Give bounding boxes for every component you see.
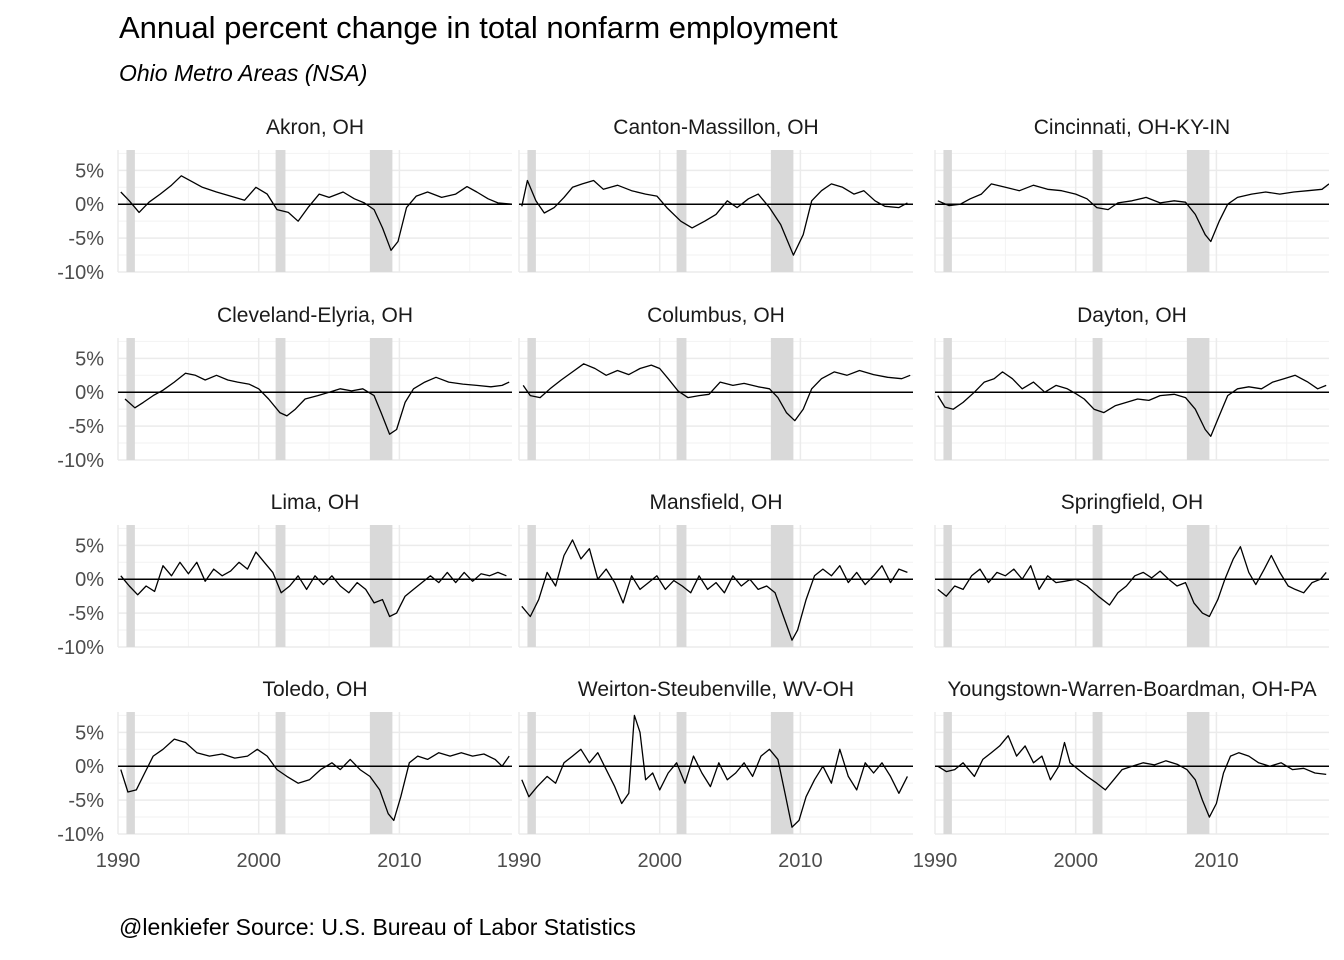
series-line: [937, 735, 1327, 818]
recession-band: [1092, 150, 1103, 272]
y-tick-label: 5%: [75, 535, 104, 557]
facet-panel: Springfield, OH: [934, 491, 1329, 648]
y-tick-label: -5%: [68, 603, 104, 625]
x-tick-label: 1990: [913, 850, 958, 872]
facet-strip-label: Mansfield, OH: [649, 491, 782, 514]
y-tick-label: -10%: [57, 824, 104, 846]
series-line: [522, 363, 911, 422]
facet-strip-label: Lima, OH: [271, 491, 360, 514]
y-tick-label: 5%: [75, 722, 104, 744]
series-line: [120, 551, 507, 618]
recession-band: [126, 712, 135, 834]
y-tick-label: -10%: [57, 262, 104, 284]
x-tick-label: 2000: [236, 850, 281, 872]
recession-band: [275, 712, 286, 834]
facet-panel: Youngstown-Warren-Boardman, OH-PA 1990 200…: [913, 678, 1329, 872]
facet-strip-label: Youngstown-Warren-Boardman, OH-PA: [947, 678, 1316, 701]
y-tick-label: -5%: [68, 228, 104, 250]
series-line: [124, 372, 510, 435]
recession-band: [126, 150, 135, 272]
x-tick-label: 2010: [778, 850, 823, 872]
facet-panel: Cincinnati, OH-KY-IN: [934, 116, 1329, 273]
series-line: [120, 738, 510, 822]
chart-caption: @lenkiefer Source: U.S. Bureau of Labor …: [119, 914, 636, 940]
recession-band: [1186, 150, 1210, 272]
recession-band: [770, 150, 794, 272]
y-tick-label: 5%: [75, 160, 104, 182]
facet-strip-label: Cleveland-Elyria, OH: [217, 304, 413, 327]
series-line: [521, 714, 908, 828]
recession-band: [275, 338, 286, 460]
y-tick-label: 0%: [75, 569, 104, 591]
series-line: [521, 539, 908, 641]
recession-band: [527, 525, 536, 647]
recession-band: [1186, 525, 1210, 647]
recession-band: [770, 338, 794, 460]
recession-band: [369, 712, 393, 834]
recession-band: [770, 525, 794, 647]
recession-band: [126, 338, 135, 460]
recession-band: [369, 525, 393, 647]
recession-band: [527, 150, 536, 272]
recession-band: [943, 150, 952, 272]
y-tick-label: 0%: [75, 382, 104, 404]
recession-band: [369, 150, 393, 272]
recession-band: [275, 525, 286, 647]
y-tick-label: 0%: [75, 194, 104, 216]
y-tick-label: -5%: [68, 790, 104, 812]
y-tick-label: -10%: [57, 637, 104, 659]
series-line: [521, 179, 908, 256]
x-tick-label: 1990: [497, 850, 542, 872]
facet-panel: Weirton-Steubenville, WV-OH 1990 2000 2010: [497, 678, 913, 872]
recession-band: [1092, 525, 1103, 647]
y-tick-label: 5%: [75, 348, 104, 370]
recession-band: [943, 525, 952, 647]
y-tick-label: 0%: [75, 756, 104, 778]
recession-band: [1186, 338, 1210, 460]
y-tick-label: -5%: [68, 416, 104, 438]
recession-band: [676, 338, 687, 460]
facet-strip-label: Springfield, OH: [1061, 491, 1203, 514]
facet-panel: Cleveland-Elyria, OH 5% 0% -5% -10%: [57, 304, 512, 472]
facet-panel: Toledo, OH 5% 0% -5% -10% 1990 2000 2010: [57, 678, 512, 872]
x-tick-label: 1990: [96, 850, 141, 872]
series-line: [937, 183, 1329, 243]
facet-strip-label: Canton-Massillon, OH: [613, 116, 818, 139]
facet-panel: Mansfield, OH: [518, 491, 913, 648]
y-tick-label: -10%: [57, 450, 104, 472]
recession-band: [943, 338, 952, 460]
facet-strip-label: Akron, OH: [266, 116, 364, 139]
x-tick-label: 2010: [377, 850, 422, 872]
chart-title: Annual percent change in total nonfarm e…: [119, 10, 838, 45]
recession-band: [527, 712, 536, 834]
facet-strip-label: Weirton-Steubenville, WV-OH: [578, 678, 854, 701]
facet-panel: Canton-Massillon, OH: [518, 116, 913, 273]
facet-strip-label: Toledo, OH: [262, 678, 367, 701]
series-line: [937, 371, 1327, 437]
recession-band: [1092, 712, 1103, 834]
chart-subtitle: Ohio Metro Areas (NSA): [119, 60, 368, 86]
recession-band: [126, 525, 135, 647]
facet-panel: Lima, OH 5% 0% -5% -10%: [57, 491, 512, 659]
facet-panel: Columbus, OH: [518, 304, 913, 461]
recession-band: [943, 712, 952, 834]
facet-panel: Dayton, OH: [934, 304, 1329, 461]
facet-panel: Akron, OH 5% 0% -5% -10%: [57, 116, 512, 284]
x-tick-label: 2000: [637, 850, 682, 872]
facet-strip-label: Cincinnati, OH-KY-IN: [1034, 116, 1230, 139]
x-tick-label: 2010: [1194, 850, 1239, 872]
series-line: [120, 175, 512, 251]
facet-strip-label: Columbus, OH: [647, 304, 785, 327]
recession-band: [527, 338, 536, 460]
recession-band: [676, 150, 687, 272]
facet-strip-label: Dayton, OH: [1077, 304, 1187, 327]
recession-band: [676, 712, 687, 834]
recession-band: [1092, 338, 1103, 460]
series-line: [937, 546, 1327, 618]
x-tick-label: 2000: [1053, 850, 1098, 872]
recession-band: [369, 338, 393, 460]
